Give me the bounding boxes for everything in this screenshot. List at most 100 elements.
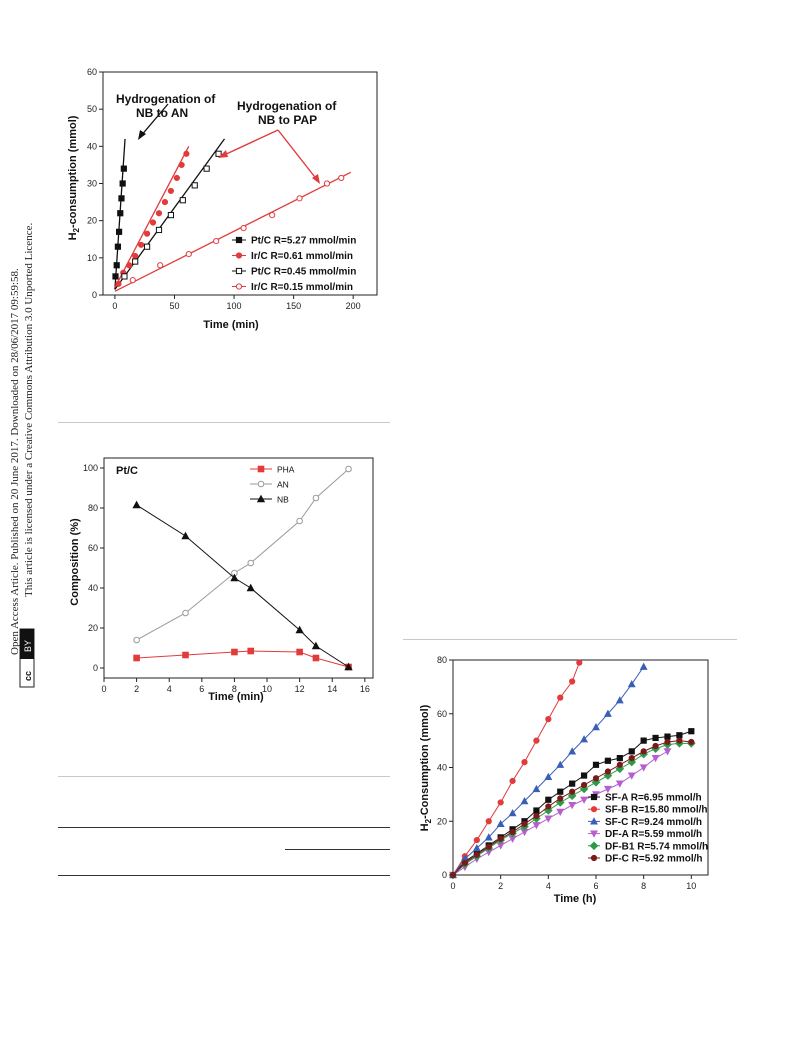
x-tick-label: 10 [686,881,696,891]
data-point [167,211,175,219]
data-point [664,738,671,746]
data-point [520,796,529,805]
data-point [449,871,457,879]
y-tick-label: 80 [88,503,98,513]
x-tick-label: 10 [262,684,272,694]
data-point [203,165,210,172]
data-point [580,796,589,804]
annotations: Hydrogenation of NB to AN Hydrogenation … [116,92,337,184]
y-tick-label: 0 [442,870,447,880]
data-series [448,659,696,880]
data-point [126,262,133,269]
y-tick-label: 20 [87,216,97,226]
data-point [521,759,528,766]
data-point [132,252,139,260]
x-tick-label: 4 [167,684,172,694]
legend-label: AN [277,480,289,490]
data-point [143,230,151,237]
data-point [532,784,541,793]
data-point [231,648,238,656]
data-point [182,609,189,617]
data-point [663,748,672,756]
data-point [246,583,255,592]
data-point [182,651,189,659]
data-point [592,723,600,731]
legend-marker [590,817,598,825]
x-tick-label: 50 [169,301,179,311]
x-tick-label: 0 [450,881,455,891]
annotation-arrow [221,129,279,157]
data-point [533,807,540,814]
x-tick-label: 2 [134,684,139,694]
y-tick-label: 80 [437,655,447,665]
y-tick-label: 20 [437,816,447,826]
x-tick-label: 0 [112,301,117,311]
data-point [485,843,492,850]
y-tick-label: 30 [87,179,97,189]
data-point [628,748,635,755]
data-points [112,150,345,287]
data-point [592,761,600,768]
data-point [129,277,136,284]
annotation-nb-pap-1: Hydrogenation of [237,99,337,113]
data-point [114,243,121,250]
y-tick-label: 40 [88,583,98,593]
data-point [545,803,552,810]
data-point [616,754,623,762]
data-point [155,210,163,217]
data-point [344,662,353,671]
data-point [639,662,648,670]
data-point [569,678,576,685]
data-point [688,728,695,735]
legend-label: SF-A R=6.95 mmol/h [605,793,702,804]
data-point [676,732,683,739]
y-tick-label: 60 [88,543,98,553]
data-point [295,625,304,634]
license-line-2: This article is licensed under a Creativ… [23,223,35,597]
data-point [183,150,190,157]
data-point [604,757,612,764]
y-tick-label: 100 [83,463,98,473]
legend: Pt/C R=5.27 mmol/min Ir/C R=0.61 mmol/min… [232,236,356,293]
data-point [592,775,600,782]
legend-label: DF-A R=5.59 mmol/h [605,829,702,840]
arrow-head [138,130,146,140]
x-tick-label: 2 [498,881,503,891]
data-point [115,228,123,235]
data-point [639,764,648,772]
cc-by-badge[interactable]: cc BY [19,628,35,688]
data-point [323,180,331,187]
data-point [132,500,141,509]
legend-marker [256,494,266,503]
by-label: BY [23,640,33,652]
data-point [121,273,128,280]
data-point [311,641,321,650]
data-point [115,280,122,287]
legend-label: SF-B R=15.80 mmol/h [605,805,708,816]
legend-marker [590,854,598,862]
legend-label: Ir/C R=0.61 mmol/min [251,251,353,262]
data-point [603,785,612,794]
x-tick-label: 4 [546,881,551,891]
x-axis-label: Time (h) [554,893,597,905]
data-point [269,211,276,219]
y-tick-label: 20 [88,623,98,633]
legend-label: DF-B1 R=5.74 mmol/h [605,841,708,852]
data-point [604,768,612,775]
annotation-arrow [277,129,319,182]
data-point [485,818,492,825]
y-tick-label: 0 [92,290,97,300]
legend-marker [235,236,243,244]
axis-labels: Time (h) H2-Consumption (mmol) [419,704,597,905]
data-point [113,262,120,269]
x-tick-label: 150 [286,301,301,311]
legend-label: Pt/C R=0.45 mmol/min [251,267,356,278]
legend: SF-A R=6.95 mmol/hSF-B R=15.80 mmol/hSF-… [588,793,708,865]
data-point [167,187,175,195]
data-point [556,760,565,768]
axis-ticks: 0 2 4 6 8 10 0 20 40 60 80 [437,655,696,891]
annotation-nb-an-1: Hydrogenation of [116,92,216,106]
x-tick-label: 8 [641,881,646,891]
x-tick-label: 0 [101,684,106,694]
data-point [640,737,647,744]
